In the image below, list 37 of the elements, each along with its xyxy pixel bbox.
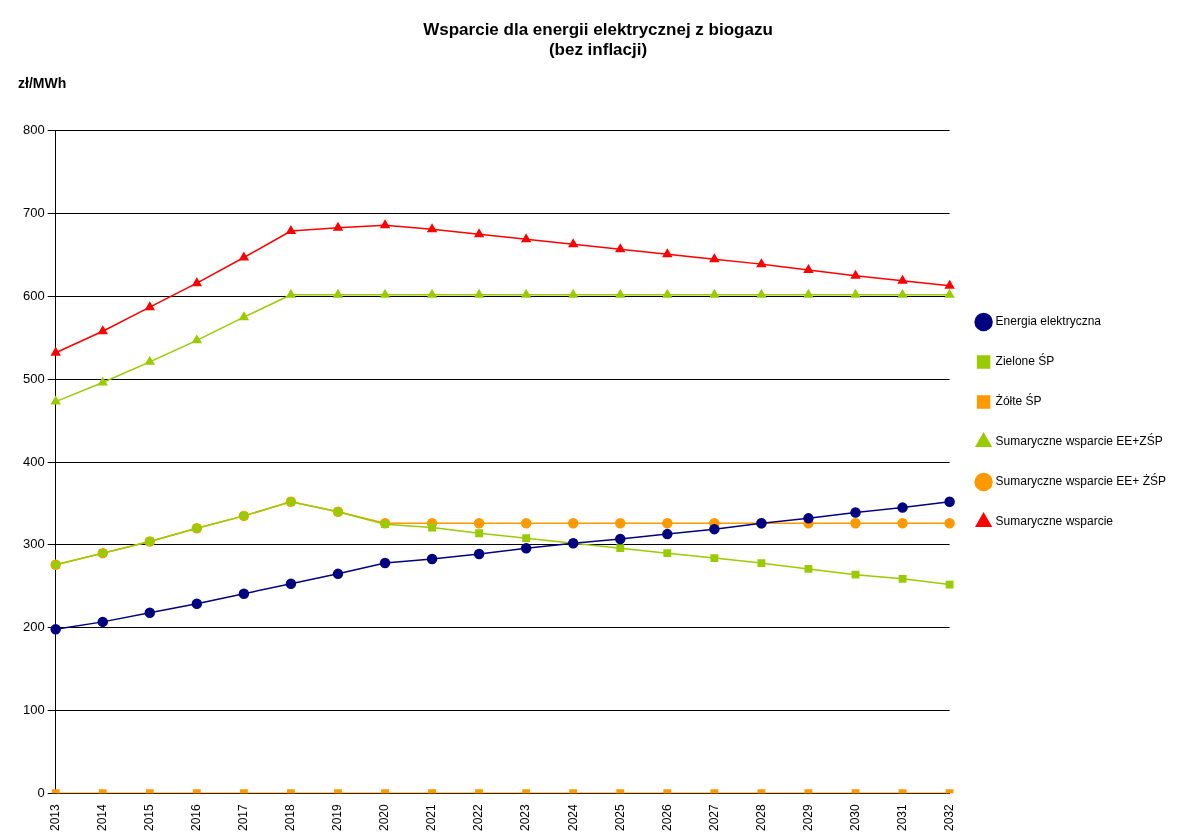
x-tick-label: 2022	[471, 803, 486, 832]
x-tick-label: 2017	[236, 803, 251, 832]
legend-label: Zielone ŚP	[995, 353, 1055, 369]
x-tick-label: 2028	[753, 803, 768, 832]
x-tick-label: 2025	[612, 803, 627, 832]
y-tick-label: 500	[22, 370, 45, 386]
legend-label: Sumaryczne wsparcie EE+ ŻŚP	[995, 473, 1167, 489]
chart-title: Wsparcie dla energii elektrycznej z biogazu (bez inflacji)	[423, 19, 773, 60]
x-tick-label: 2021	[424, 803, 439, 832]
x-tick-label: 2018	[283, 803, 298, 832]
y-tick-label: 300	[22, 536, 45, 552]
x-tick-label: 2020	[377, 803, 392, 832]
x-tick-label: 2016	[189, 803, 204, 832]
y-tick-label: 400	[22, 453, 45, 469]
y-tick-label: 700	[22, 205, 45, 221]
legend-label: Energia elektryczna	[995, 314, 1102, 329]
y-tick-label: 800	[22, 122, 45, 138]
y-tick-label: 0	[37, 784, 45, 800]
y-tick-label: 200	[22, 619, 45, 635]
x-tick-label: 2023	[518, 803, 533, 832]
x-tick-label: 2019	[330, 803, 345, 832]
x-tick-label: 2029	[800, 803, 815, 832]
x-tick-label: 2030	[847, 803, 862, 832]
legend-label: Sumaryczne wsparcie EE+ZŚP	[995, 433, 1163, 449]
x-tick-label: 2013	[48, 803, 62, 832]
x-tick-label: 2026	[659, 803, 674, 832]
y-axis-title: zł/MWh	[18, 74, 67, 91]
x-tick-label: 2031	[894, 803, 909, 832]
y-tick-label: 100	[22, 702, 45, 718]
x-tick-label: 2032	[941, 803, 956, 832]
legend-label: Sumaryczne wsparcie	[995, 514, 1114, 529]
x-tick-label: 2014	[95, 803, 110, 832]
x-tick-label: 2027	[706, 803, 721, 832]
legend-label: Żółte ŚP	[995, 393, 1042, 409]
x-tick-label: 2015	[142, 803, 157, 832]
x-tick-label: 2024	[565, 803, 580, 832]
y-tick-label: 600	[22, 288, 45, 303]
